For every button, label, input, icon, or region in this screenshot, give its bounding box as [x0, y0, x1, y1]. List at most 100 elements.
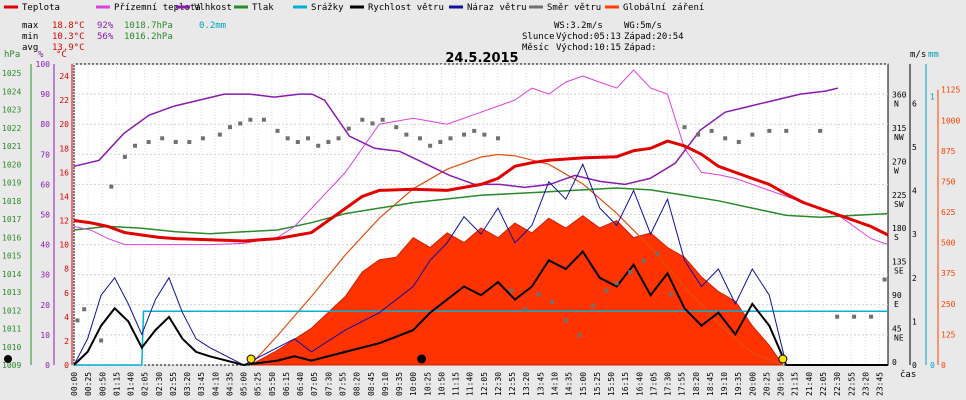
hpa-tick-label: 1018 [2, 197, 21, 206]
x-tick-label: 19:35 [734, 372, 743, 396]
wind-direction-point [614, 281, 619, 286]
rad-tick-label: 750 [941, 177, 956, 186]
ms-tick-label: 1 [912, 317, 917, 326]
stat-min-temp: 10.3°C [52, 32, 85, 42]
x-tick-label: 10:25 [423, 372, 432, 396]
pct-tick-label: 40 [40, 241, 50, 250]
stat-avg-label: avg [22, 43, 38, 53]
info-sunset: Západ:20:54 [624, 32, 684, 42]
wind-direction-point [248, 117, 253, 122]
wind-direction-point [696, 132, 701, 137]
dir-tick-label: 270 [892, 157, 907, 166]
stat-min-label: min [22, 32, 38, 42]
x-tick-label: 05:50 [268, 372, 277, 396]
wind-direction-point [577, 333, 582, 338]
wind-direction-point [641, 258, 646, 263]
axis-title-time: čas [900, 369, 916, 380]
wind-direction-point [275, 128, 280, 133]
mm-tick-label: 0 [930, 361, 935, 370]
x-tick-label: 15:50 [607, 372, 616, 396]
degc-tick-label: 12 [59, 217, 69, 226]
wind-direction-point [495, 136, 500, 141]
x-tick-label: 02:55 [169, 372, 178, 396]
wind-direction-point [160, 136, 165, 141]
x-tick-label: 11:40 [466, 372, 475, 396]
pct-tick-label: 60 [40, 180, 50, 189]
hpa-tick-label: 1014 [2, 270, 21, 279]
x-tick-label: 21:15 [791, 372, 800, 396]
rad-tick-label: 250 [941, 300, 956, 309]
rad-tick-label: 875 [941, 147, 956, 156]
x-tick-label: 11:15 [452, 372, 461, 396]
pct-tick-label: 70 [40, 150, 50, 159]
wind-direction-point [316, 143, 321, 148]
dir-name-label: N [894, 99, 899, 108]
hpa-tick-label: 1013 [2, 288, 21, 297]
wind-direction-point [852, 314, 857, 319]
wind-direction-point [173, 140, 178, 145]
x-tick-label: 06:40 [296, 372, 305, 396]
x-tick-label: 20:50 [777, 372, 786, 396]
dir-tick-label: 180 [892, 224, 907, 233]
dir-tick-label: 0 [892, 358, 897, 367]
sunset-marker [778, 354, 788, 364]
hpa-tick-label: 1023 [2, 106, 21, 115]
wind-direction-point [217, 132, 222, 137]
x-tick-label: 21:40 [805, 372, 814, 396]
x-tick-label: 14:10 [550, 372, 559, 396]
degc-tick-label: 16 [59, 168, 69, 177]
wind-direction-point [228, 125, 233, 130]
degc-tick-label: 10 [59, 241, 69, 250]
wind-direction-point [736, 140, 741, 145]
wind-direction-point [628, 270, 633, 275]
x-tick-label: 08:20 [353, 372, 362, 396]
degc-tick-label: 18 [59, 144, 69, 153]
x-tick-label: 06:15 [282, 372, 291, 396]
hpa-tick-label: 1009 [2, 361, 21, 370]
x-tick-label: 17:05 [649, 372, 658, 396]
x-tick-label: 22:55 [847, 372, 856, 396]
rad-tick-label: 375 [941, 269, 956, 278]
axis-title-degc: °C [56, 50, 67, 60]
x-tick-label: 16:40 [635, 372, 644, 396]
x-tick-label: 20:00 [748, 372, 757, 396]
dir-name-label: NW [894, 133, 904, 142]
stat-avg-temp: 13.9°C [52, 43, 85, 53]
degc-tick-label: 22 [59, 96, 69, 105]
hpa-tick-label: 1024 [2, 87, 21, 96]
x-tick-label: 02:30 [155, 372, 164, 396]
x-tick-label: 15:25 [593, 372, 602, 396]
dir-name-label: W [894, 166, 899, 175]
x-tick-label: 00:50 [98, 372, 107, 396]
axis-title-ms: m/s [910, 50, 926, 60]
wind-direction-point [380, 117, 385, 122]
legend-label: Náraz větru [467, 3, 527, 13]
wind-direction-point [200, 136, 205, 141]
dir-name-label: NE [894, 334, 904, 343]
legend-label: Globální záření [623, 3, 704, 13]
wind-direction-point [590, 303, 595, 308]
wind-direction-point [818, 128, 823, 133]
wind-direction-point [133, 143, 138, 148]
x-tick-label: 05:25 [254, 372, 263, 396]
ms-tick-label: 6 [912, 99, 917, 108]
degc-tick-label: 24 [59, 72, 69, 81]
degc-tick-label: 0 [64, 361, 69, 370]
x-tick-label: 00:00 [70, 372, 79, 396]
info-moonset: Západ: [624, 43, 657, 53]
hpa-tick-label: 1016 [2, 233, 21, 242]
hpa-tick-label: 1012 [2, 306, 21, 315]
dir-tick-label: 360 [892, 90, 907, 99]
info-moonrise: Východ:10:15 [556, 43, 621, 53]
x-tick-label: 14:35 [565, 372, 574, 396]
wind-direction-point [882, 277, 887, 282]
legend-label: Směr větru [547, 3, 601, 13]
rad-tick-label: 500 [941, 239, 956, 248]
rad-tick-label: 1125 [941, 86, 960, 95]
axis-title-hpa: hPa [4, 50, 20, 60]
hpa-tick-label: 1025 [2, 69, 21, 78]
pct-tick-label: 100 [36, 60, 51, 69]
x-tick-label: 01:15 [112, 372, 121, 396]
wind-direction-point [109, 184, 114, 189]
hpa-tick-label: 1017 [2, 215, 21, 224]
